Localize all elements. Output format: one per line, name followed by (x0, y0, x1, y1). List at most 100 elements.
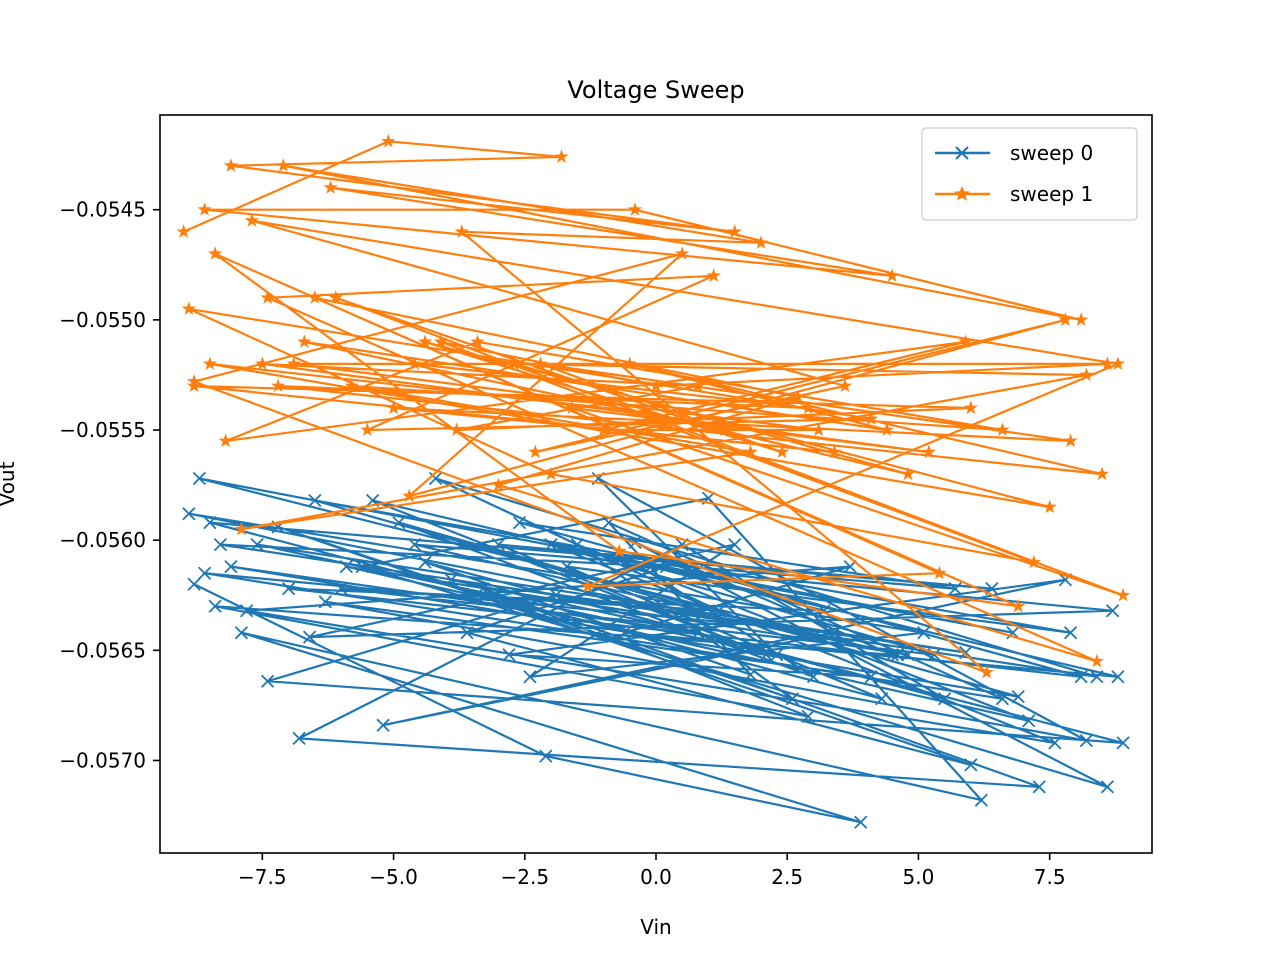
data-point-1 (675, 246, 690, 260)
data-point-1 (1042, 499, 1057, 514)
data-point-0 (938, 692, 952, 706)
data-point-0 (355, 559, 369, 574)
data-point-1 (995, 422, 1010, 437)
data-point-0 (250, 537, 264, 552)
data-point-1 (811, 422, 826, 437)
data-point-0 (302, 630, 317, 644)
data-point-1 (543, 466, 559, 481)
data-point-0 (890, 648, 905, 662)
data-point-0 (182, 507, 196, 521)
data-point-1 (690, 378, 706, 393)
data-point-0 (392, 515, 406, 530)
data-point-1 (932, 565, 947, 580)
data-point-0 (885, 648, 899, 662)
data-point-1 (197, 202, 212, 216)
data-point-0 (570, 537, 584, 552)
data-point-1 (1063, 433, 1078, 448)
legend-marker-sweep-0 (955, 146, 969, 160)
data-point-1 (717, 422, 732, 437)
data-point-0 (418, 555, 432, 569)
data-point-1 (202, 356, 218, 370)
data-point-0 (339, 559, 353, 574)
data-point-0 (743, 667, 758, 682)
data-point-1 (323, 180, 338, 194)
data-point-1 (1115, 587, 1131, 602)
data-point-0 (864, 670, 878, 684)
data-point-0 (460, 626, 474, 640)
data-point-0 (308, 493, 322, 508)
series-layer (176, 133, 1131, 829)
data-point-1 (648, 378, 664, 393)
data-point-1 (491, 477, 506, 492)
data-point-0 (444, 573, 458, 587)
data-point-0 (875, 692, 889, 706)
data-point-0 (476, 581, 490, 596)
data-point-0 (854, 815, 868, 829)
data-point-0 (544, 537, 558, 552)
data-point-0 (502, 648, 516, 662)
data-point-1 (470, 334, 485, 348)
data-point-0 (917, 626, 931, 640)
data-point-0 (1074, 670, 1088, 684)
data-point-1 (1058, 312, 1073, 326)
data-point-1 (627, 202, 643, 216)
y-tick-label: −0.0550 (59, 308, 146, 332)
data-point-0 (1011, 689, 1025, 704)
data-point-0 (187, 577, 201, 591)
data-point-0 (974, 793, 989, 807)
data-point-1 (528, 444, 543, 459)
data-point-0 (192, 471, 207, 486)
data-point-1 (328, 290, 343, 304)
data-point-0 (523, 670, 537, 684)
data-point-0 (1090, 670, 1104, 684)
data-point-0 (549, 588, 563, 602)
data-point-1 (181, 301, 197, 315)
data-point-0 (785, 692, 800, 706)
data-point-1 (622, 356, 637, 370)
data-point-1 (827, 444, 842, 459)
y-tick-label: −0.0545 (59, 198, 146, 222)
series-line-0 (187, 477, 1125, 824)
data-point-0 (213, 537, 228, 552)
data-point-1 (727, 224, 742, 238)
data-point-0 (659, 559, 674, 574)
data-point-0 (712, 604, 726, 618)
data-point-0 (260, 674, 275, 688)
data-point-1 (533, 356, 548, 370)
data-point-1 (386, 400, 401, 415)
data-point-0 (691, 626, 705, 640)
data-point-0 (1048, 736, 1062, 750)
data-point-1 (286, 356, 301, 370)
legend-label-sweep-1: sweep 1 (1010, 182, 1093, 206)
y-axis: −0.0545 −0.0550 −0.0555 −0.0560 −0.0565 −0.05… (59, 198, 160, 772)
series-1 (176, 133, 1131, 679)
data-point-0 (203, 515, 217, 530)
data-point-1 (402, 488, 417, 503)
data-point-1 (790, 389, 805, 404)
data-point-0 (224, 559, 238, 574)
data-point-0 (1116, 736, 1130, 750)
data-point-1 (900, 466, 916, 481)
data-point-0 (806, 670, 821, 684)
data-point-0 (292, 731, 306, 746)
data-point-1 (270, 378, 286, 393)
data-point-0 (696, 604, 710, 618)
data-point-1 (801, 400, 816, 415)
data-point-1 (244, 213, 260, 227)
data-point-1 (234, 521, 249, 536)
data-point-0 (234, 626, 249, 640)
data-point-0 (428, 471, 443, 486)
data-point-0 (901, 648, 915, 662)
data-point-1 (449, 422, 464, 437)
data-point-0 (539, 749, 553, 763)
data-point-1 (963, 400, 979, 415)
data-point-1 (176, 224, 191, 238)
data-point-1 (1110, 356, 1126, 370)
data-point-0 (964, 758, 978, 772)
data-point-1 (958, 334, 973, 348)
data-point-1 (638, 404, 653, 419)
y-tick-label: −0.0560 (59, 528, 146, 552)
data-point-0 (1111, 670, 1125, 684)
data-point-1 (1011, 598, 1026, 613)
